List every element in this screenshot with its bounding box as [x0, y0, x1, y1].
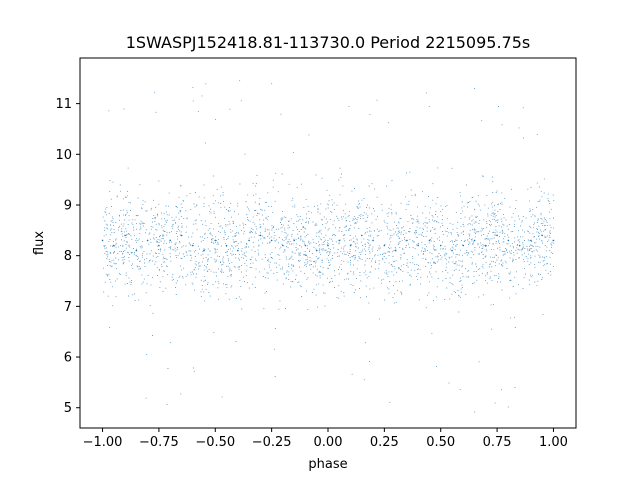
y-tick-label: 9	[64, 198, 72, 213]
data-point	[146, 239, 149, 242]
data-point	[214, 239, 217, 242]
y-tick-label: 8	[64, 249, 72, 264]
x-axis-ticks: −1.00 −0.75 −0.50 −0.25 0.00 0.25 0.50 0.75 1.00	[83, 428, 568, 450]
data-point	[124, 234, 126, 237]
data-point	[406, 239, 408, 242]
data-point	[248, 239, 250, 242]
points-layer	[101, 80, 555, 413]
y-tick-label: 6	[64, 351, 72, 366]
data-point	[439, 244, 442, 247]
data-point	[293, 239, 295, 242]
data-point	[282, 244, 284, 247]
x-tick-label: −1.00	[83, 435, 123, 450]
data-point	[417, 244, 419, 247]
data-point	[113, 244, 115, 247]
scatter-points	[102, 80, 555, 413]
data-point	[135, 249, 138, 252]
data-point	[518, 244, 521, 247]
data-point	[530, 239, 532, 242]
data-point	[361, 234, 363, 237]
x-tick-label: 0.75	[483, 435, 512, 450]
data-point	[372, 239, 374, 242]
data-point	[496, 234, 498, 237]
x-tick-label: 1.00	[539, 435, 568, 450]
data-point	[552, 239, 555, 242]
x-tick-label: 0.00	[314, 435, 343, 450]
y-tick-label: 11	[55, 97, 72, 112]
y-tick-label: 10	[55, 148, 72, 163]
x-axis-label: phase	[308, 457, 347, 472]
data-point	[428, 239, 431, 242]
data-point	[180, 234, 183, 237]
data-point	[191, 244, 194, 247]
x-tick-label: 0.50	[426, 435, 455, 450]
data-point	[169, 239, 171, 242]
data-point	[507, 239, 510, 242]
data-point	[158, 244, 160, 247]
x-tick-label: −0.75	[139, 435, 179, 450]
x-tick-label: −0.25	[252, 435, 292, 450]
data-point	[451, 249, 453, 252]
x-tick-label: −0.50	[195, 435, 235, 450]
x-tick-label: 0.25	[370, 435, 399, 450]
data-point	[270, 239, 273, 242]
data-point	[485, 244, 487, 247]
y-axis-ticks: 5 6 7 8 9 10 11	[55, 97, 80, 416]
data-point	[315, 249, 318, 252]
data-point	[383, 244, 386, 247]
y-axis-label: flux	[32, 231, 47, 255]
chart-title: 1SWASPJ152418.81-113730.0 Period 2215095…	[126, 33, 531, 52]
data-point	[101, 239, 104, 242]
data-point	[259, 234, 262, 237]
y-tick-label: 7	[64, 300, 72, 315]
data-point	[203, 249, 205, 252]
data-point	[473, 239, 476, 242]
data-point	[225, 244, 228, 247]
y-tick-label: 5	[64, 401, 72, 416]
data-point	[338, 239, 341, 242]
data-point	[327, 244, 329, 247]
data-point	[237, 249, 239, 252]
data-point	[394, 249, 397, 252]
data-point	[304, 244, 307, 247]
data-point	[462, 244, 465, 247]
data-point	[349, 244, 352, 247]
data-point	[541, 234, 543, 237]
